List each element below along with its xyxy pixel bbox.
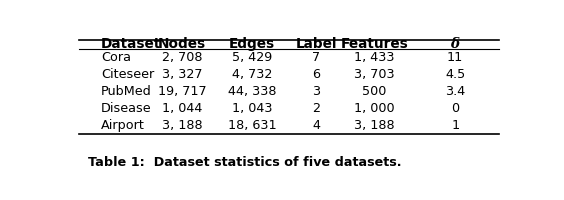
Text: Dataset: Dataset (101, 37, 161, 51)
Text: 2, 708: 2, 708 (162, 51, 202, 64)
Text: 4, 732: 4, 732 (232, 68, 272, 81)
Text: 1, 043: 1, 043 (232, 102, 272, 115)
Text: 6: 6 (312, 68, 320, 81)
Text: 7: 7 (312, 51, 320, 64)
Text: 3, 327: 3, 327 (162, 68, 202, 81)
Text: 3: 3 (312, 85, 320, 98)
Text: 3, 703: 3, 703 (354, 68, 395, 81)
Text: Disease: Disease (101, 102, 152, 115)
Text: 11: 11 (447, 51, 463, 64)
Text: 5, 429: 5, 429 (232, 51, 272, 64)
Text: 500: 500 (362, 85, 386, 98)
Text: 1, 044: 1, 044 (162, 102, 202, 115)
Text: Features: Features (341, 37, 408, 51)
Text: 3.4: 3.4 (445, 85, 465, 98)
Text: Cora: Cora (101, 51, 131, 64)
Text: 44, 338: 44, 338 (228, 85, 276, 98)
Text: 2: 2 (312, 102, 320, 115)
Text: PubMed: PubMed (101, 85, 152, 98)
Text: 0: 0 (451, 102, 459, 115)
Text: Label: Label (296, 37, 337, 51)
Text: Nodes: Nodes (158, 37, 206, 51)
Text: 19, 717: 19, 717 (158, 85, 206, 98)
Text: Table 1:  Dataset statistics of five datasets.: Table 1: Dataset statistics of five data… (88, 156, 402, 169)
Text: Airport: Airport (101, 119, 145, 132)
Text: 1, 433: 1, 433 (354, 51, 395, 64)
Text: 3, 188: 3, 188 (354, 119, 395, 132)
Text: 18, 631: 18, 631 (228, 119, 276, 132)
Text: 1, 000: 1, 000 (354, 102, 395, 115)
Text: Edges: Edges (229, 37, 275, 51)
Text: 4.5: 4.5 (445, 68, 465, 81)
Text: 4: 4 (312, 119, 320, 132)
Text: δ: δ (451, 37, 460, 51)
Text: 3, 188: 3, 188 (162, 119, 202, 132)
Text: Citeseer: Citeseer (101, 68, 155, 81)
Text: 1: 1 (451, 119, 459, 132)
